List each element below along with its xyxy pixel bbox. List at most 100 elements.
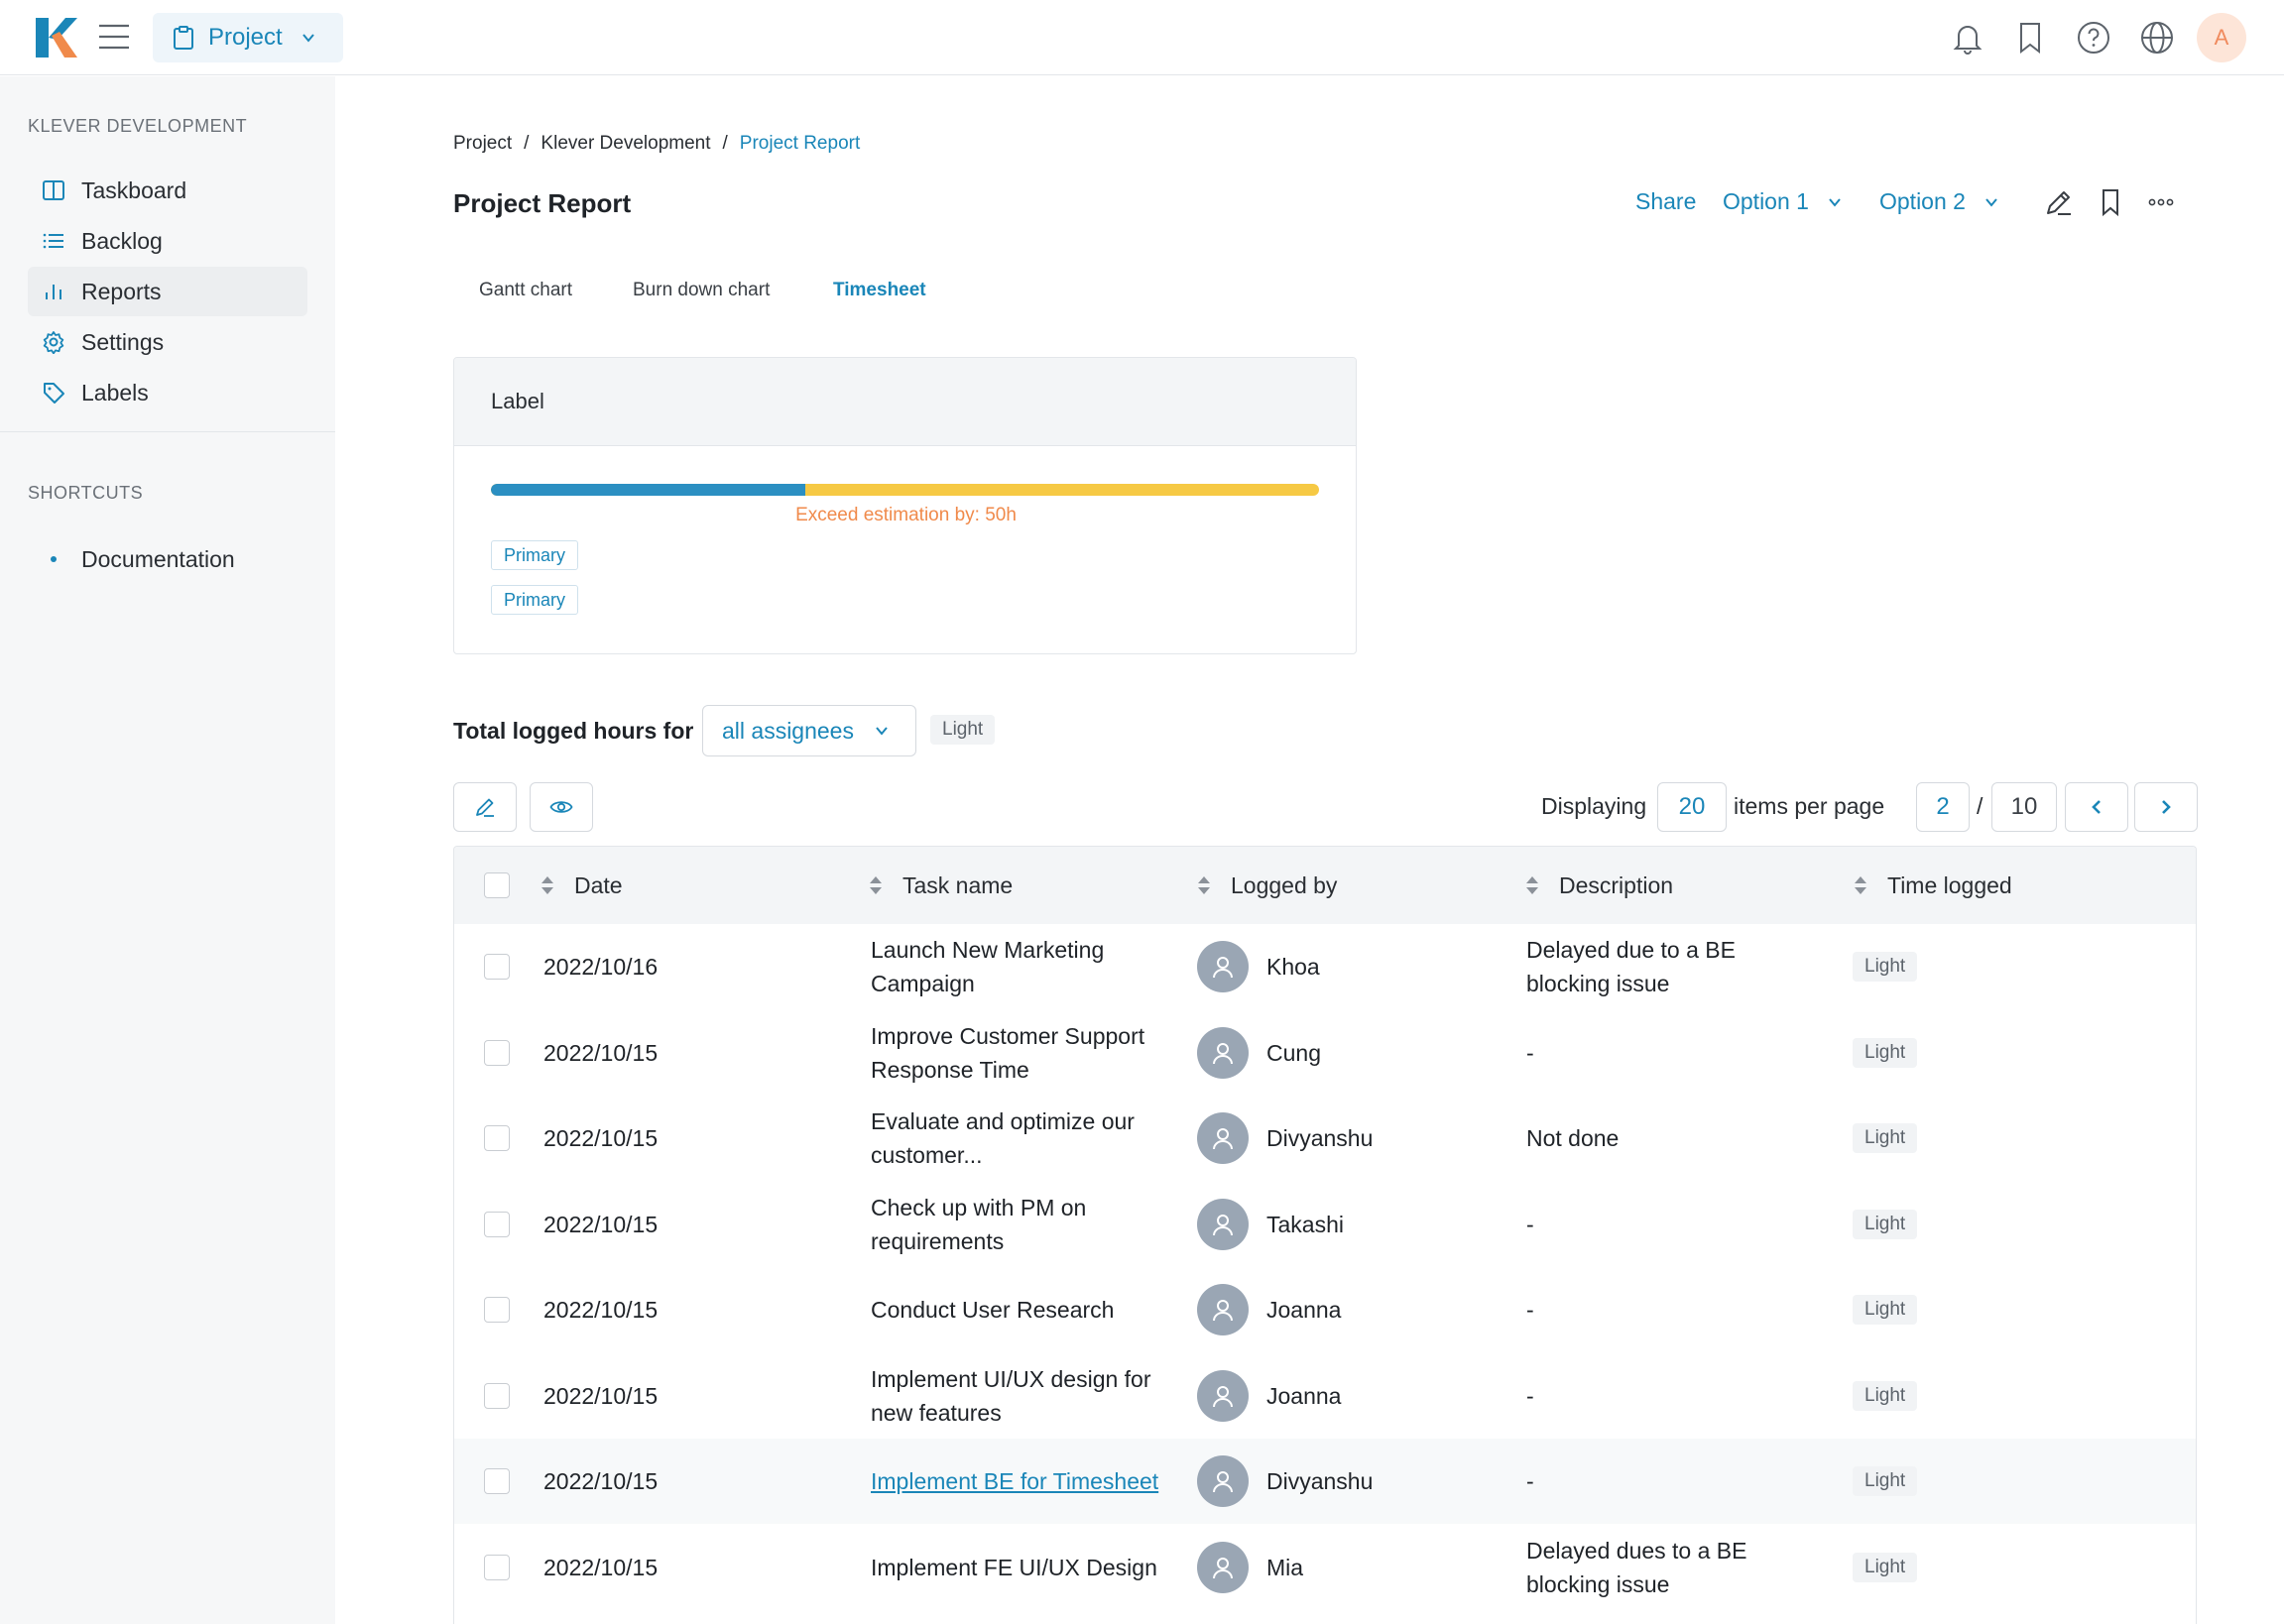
option-1-dropdown[interactable]: Option 1 [1723, 188, 1843, 215]
description-cell: - [1526, 1182, 1534, 1267]
breadcrumb-separator: / [524, 133, 530, 154]
column-header-date[interactable]: Date [541, 847, 623, 924]
column-header-task-name[interactable]: Task name [869, 847, 1013, 924]
sidebar-item-reports[interactable]: Reports [28, 267, 307, 316]
time-logged-badge: Light [1853, 1295, 1918, 1325]
sidebar-item-label: Settings [81, 328, 165, 355]
tab-gantt-chart[interactable]: Gantt chart [479, 280, 572, 300]
bookmark-icon[interactable] [2012, 20, 2048, 56]
gear-icon [43, 331, 64, 354]
column-header-time-logged[interactable]: Time logged [1854, 847, 2012, 924]
column-header-description[interactable]: Description [1525, 847, 1673, 924]
row-checkbox[interactable] [484, 1554, 510, 1580]
description-cell: Delayed due to a BE blocking issue [1526, 924, 1736, 1009]
row-checkbox[interactable] [484, 1297, 510, 1323]
breadcrumb-item[interactable]: Klever Development [541, 133, 711, 154]
breadcrumb-current: Project Report [739, 133, 861, 154]
task-name-cell[interactable]: Implement BE for Timesheet [871, 1439, 1188, 1524]
task-name-cell: Conduct User Research [871, 1267, 1188, 1352]
task-name-line: Launch New Marketing [871, 937, 1105, 963]
edit-pencil-icon[interactable] [2043, 186, 2075, 218]
table-row[interactable]: 2022/10/15 Check up with PM on requirement… [454, 1182, 2196, 1267]
column-label: Description [1559, 871, 1674, 898]
task-name-line: Implement UI/UX design for [871, 1365, 1151, 1392]
sort-icon [541, 876, 553, 894]
time-logged-badge: Light [1853, 952, 1918, 982]
row-checkbox[interactable] [484, 1039, 510, 1066]
table-row[interactable]: 2022/10/15 Conduct User Research Joanna - Li… [454, 1267, 2196, 1352]
description-line: Delayed due to a BE [1526, 937, 1736, 963]
description-cell: - [1526, 1353, 1534, 1439]
summary-card: Label Exceed estimation by: 50h Primary … [453, 357, 1357, 654]
option-1-label: Option 1 [1723, 188, 1809, 214]
user-name: Divyanshu [1266, 1125, 1374, 1151]
primary-tag[interactable]: Primary [491, 585, 578, 615]
hamburger-menu-icon[interactable] [97, 20, 131, 54]
project-switcher-button[interactable]: Project [153, 13, 343, 62]
time-logged-cell: Light [1853, 924, 1918, 1009]
row-checkbox[interactable] [484, 1125, 510, 1151]
description-line: - [1526, 1297, 1534, 1323]
bullet-dot-icon [51, 556, 57, 562]
tab-burn-down-chart[interactable]: Burn down chart [633, 280, 771, 300]
task-name-cell: Implement UI/UX design for new features [871, 1353, 1188, 1439]
date-cell: 2022/10/15 [543, 1297, 659, 1323]
sidebar-item-label: Labels [81, 379, 149, 406]
bookmark-icon[interactable] [2095, 186, 2126, 218]
logged-by-cell: Takashi [1197, 1182, 1344, 1267]
tab-timesheet[interactable]: Timesheet [833, 280, 926, 300]
sidebar-item-labels[interactable]: Labels [28, 368, 307, 417]
sidebar-item-taskboard[interactable]: Taskboard [28, 166, 307, 215]
select-all-checkbox[interactable] [484, 872, 510, 898]
row-checkbox[interactable] [484, 954, 510, 980]
table-row[interactable]: 2022/10/15 Evaluate and optimize our custo… [454, 1096, 2196, 1181]
table-row[interactable]: 2022/10/15 Implement FE UI/UX Design Mia De… [454, 1525, 2196, 1610]
user-avatar-icon [1197, 1455, 1249, 1507]
per-page-input[interactable]: 20 [1657, 782, 1727, 832]
globe-icon[interactable] [2139, 20, 2175, 56]
breadcrumb: Project / Klever Development / Project R… [453, 133, 860, 155]
sidebar: KLEVER DEVELOPMENT Taskboard Backlog Rep… [0, 76, 335, 1624]
shortcut-documentation[interactable]: Documentation [28, 534, 307, 584]
prev-page-button[interactable] [2065, 782, 2128, 832]
sidebar-item-label: Taskboard [81, 176, 187, 203]
task-name-line[interactable]: Implement BE for Timesheet [871, 1468, 1159, 1494]
user-avatar[interactable]: A [2197, 13, 2246, 62]
option-2-dropdown[interactable]: Option 2 [1879, 188, 1999, 215]
tag-icon [44, 383, 64, 404]
table-row[interactable]: 2022/10/16 Launch New Marketing Campaign Kh… [454, 924, 2196, 1009]
row-checkbox[interactable] [484, 1382, 510, 1409]
assignee-select[interactable]: all assignees [702, 705, 916, 756]
table-row[interactable]: 2022/10/15 Implement BE for Timesheet Divy… [454, 1439, 2196, 1524]
breadcrumb-item[interactable]: Project [453, 133, 513, 154]
table-row[interactable]: 2022/10/15 Improve Customer Support Respon… [454, 1010, 2196, 1096]
description-line: - [1526, 1039, 1534, 1066]
column-header-logged-by[interactable]: Logged by [1197, 847, 1337, 924]
share-button[interactable]: Share [1635, 188, 1696, 215]
next-page-button[interactable] [2134, 782, 2198, 832]
total-pages: 10 [1991, 782, 2057, 832]
date-cell: 2022/10/15 [543, 1211, 659, 1237]
sidebar-item-backlog[interactable]: Backlog [28, 216, 307, 266]
page-separator: / [1977, 793, 1983, 819]
task-name-line: Check up with PM on [871, 1194, 1087, 1220]
help-icon[interactable] [2076, 20, 2111, 56]
user-name: Takashi [1266, 1211, 1344, 1237]
row-checkbox[interactable] [484, 1468, 510, 1494]
user-name: Divyanshu [1266, 1468, 1374, 1494]
logged-by-cell: Divyanshu [1197, 1439, 1373, 1524]
more-options-icon[interactable] [2145, 186, 2177, 218]
sidebar-item-settings[interactable]: Settings [28, 317, 307, 367]
bell-icon[interactable] [1950, 20, 1985, 56]
shortcuts-title: SHORTCUTS [28, 483, 144, 503]
date-cell: 2022/10/15 [543, 1039, 659, 1066]
view-button[interactable] [530, 782, 593, 832]
current-page-input[interactable]: 2 [1916, 782, 1970, 832]
edit-button[interactable] [453, 782, 517, 832]
row-checkbox[interactable] [484, 1211, 510, 1237]
table-row[interactable]: 2022/10/15 Implement UI/UX design for new … [454, 1353, 2196, 1439]
task-name-line: Improve Customer Support [871, 1022, 1145, 1049]
primary-tag[interactable]: Primary [491, 540, 578, 570]
time-logged-cell: Light [1853, 1525, 1918, 1610]
klever-logo-icon[interactable] [36, 18, 77, 58]
